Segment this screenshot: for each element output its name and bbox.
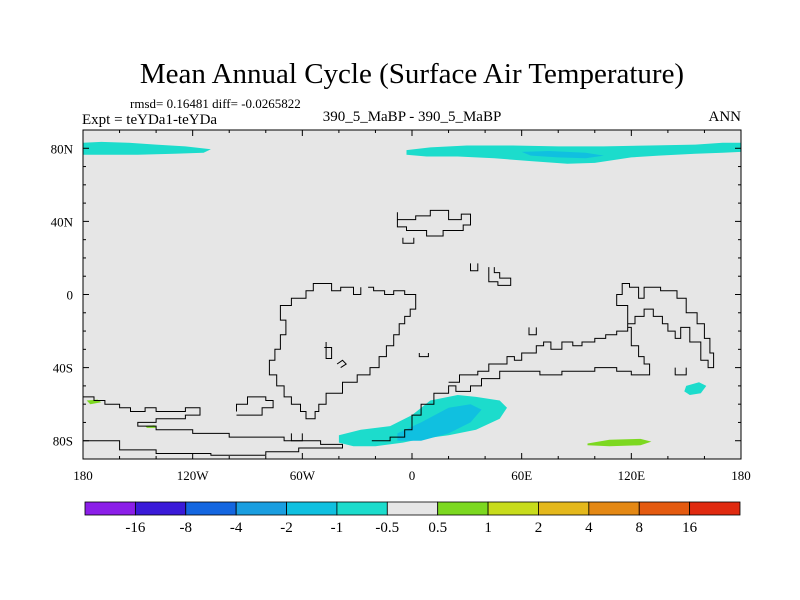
colorbar-label: 4 [585, 520, 593, 536]
y-tick-label: 80N [51, 141, 74, 156]
coast-island-1 [324, 342, 333, 359]
colorbar-swatch [336, 501, 388, 516]
x-tick-label: 180 [731, 468, 751, 483]
stats-text: rmsd= 0.16481 diff= -0.0265822 [130, 96, 301, 111]
colorbar-label: -1 [331, 520, 344, 536]
coast-island-6 [236, 396, 274, 416]
colorbar-swatch [689, 501, 741, 516]
colorbar-label: 1 [484, 520, 492, 536]
coast-gondwana-east [371, 283, 715, 442]
map-plot-area [82, 129, 742, 460]
coast-island-7 [290, 433, 303, 442]
x-axis: 180 120W 60W 0 60E 120E 180 [73, 130, 751, 483]
x-tick-label: 180 [73, 468, 93, 483]
y-tick-label: 40S [53, 361, 73, 376]
coast-island-3 [418, 353, 429, 358]
colorbar-swatch [538, 501, 590, 516]
colorbar-label: -8 [180, 520, 193, 536]
colorbar-swatch [286, 501, 338, 516]
coast-north-4 [488, 267, 512, 286]
chart-title: Mean Annual Cycle (Surface Air Temperatu… [140, 58, 684, 90]
season-label: ANN [709, 109, 742, 125]
y-tick-label: 40N [51, 214, 74, 229]
southern-ocean-anomaly-core [397, 404, 482, 441]
southern-positive-anomaly [587, 438, 652, 447]
coastline-layer [83, 209, 715, 456]
colorbar-swatch [185, 501, 237, 516]
colorbar-label: -0.5 [375, 520, 399, 536]
colorbar-swatch [134, 501, 187, 516]
x-tick-label: 120E [618, 468, 646, 483]
colorbar-swatch [386, 501, 439, 516]
coast-north-3 [470, 263, 479, 272]
colorbar-swatch [588, 501, 640, 516]
colorbar-swatch [487, 501, 539, 516]
coast-island-4 [528, 327, 537, 336]
x-tick-label: 120W [177, 468, 210, 483]
coast-gondwana-west [268, 283, 417, 420]
colorbar-label: 8 [635, 520, 643, 536]
arctic-anomaly-west [83, 141, 211, 155]
colorbar-swatch [84, 501, 136, 516]
x-tick-label: 60W [290, 468, 316, 483]
coast-island-5 [674, 367, 687, 376]
colorbar-swatch [235, 501, 287, 516]
x-tick-label: 0 [409, 468, 416, 483]
experiment-label: Expt = teYDa1-teYDa [82, 112, 217, 128]
coast-southwest [83, 396, 343, 456]
coast-island-2 [336, 359, 347, 369]
colorbar-swatch [437, 501, 489, 516]
y-tick-label: 80S [53, 434, 73, 449]
colorbar-label: -16 [125, 520, 145, 536]
tasman-anomaly [684, 382, 707, 395]
colorbar-label: 16 [682, 520, 698, 536]
y-tick-label: 0 [67, 288, 74, 303]
colorbar-label: -4 [230, 520, 243, 536]
colorbar-swatch [638, 501, 691, 516]
x-tick-label: 60E [511, 468, 532, 483]
coast-north-2 [402, 237, 415, 244]
chart-subtitle: 390_5_MaBP - 390_5_MaBP [323, 109, 502, 125]
colorbar-label: 0.5 [428, 520, 447, 536]
arctic-anomaly-core [521, 151, 604, 159]
colorbar: -16 -8 -4 -2 -1 -0.5 0.5 1 2 4 8 16 [84, 501, 741, 536]
colorbar-label: -2 [280, 520, 293, 536]
coast-north-1 [396, 209, 471, 237]
y-axis: 80N 40N 0 40S 80S [51, 141, 741, 449]
colorbar-label: 2 [535, 520, 543, 536]
